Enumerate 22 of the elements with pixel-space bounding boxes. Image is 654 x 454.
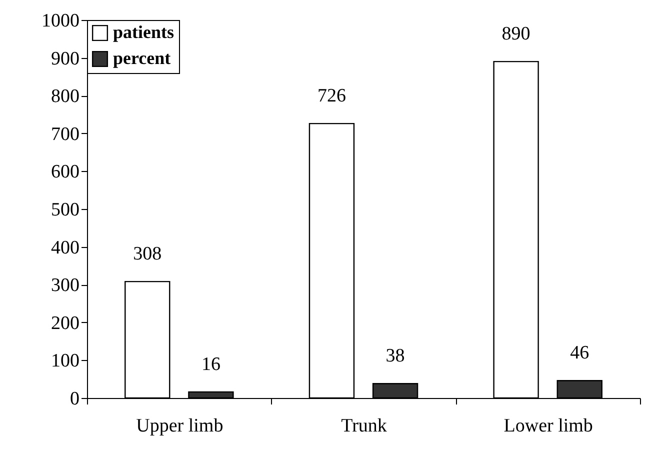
data-label: 726 (317, 86, 346, 107)
data-label: 890 (502, 24, 530, 45)
y-tick-label: 200 (51, 312, 80, 334)
data-label: 46 (570, 342, 590, 364)
data-label: 16 (201, 354, 220, 375)
y-tick-label: 800 (51, 86, 80, 108)
data-label: 308 (133, 244, 162, 265)
y-tick-label: 0 (70, 388, 80, 410)
y-tick-label: 100 (51, 350, 80, 372)
y-tick-label: 400 (51, 237, 80, 258)
x-tick-label: Lower limb (504, 416, 593, 436)
y-tick-label: 1000 (42, 10, 80, 32)
y-tick-label: 300 (51, 275, 80, 296)
data-label: 38 (386, 346, 405, 367)
y-tick-label: 700 (51, 124, 80, 145)
legend-label: percent (113, 48, 171, 68)
y-tick-label: 500 (51, 200, 80, 220)
x-tick-label: Trunk (341, 416, 388, 436)
y-tick-label: 600 (51, 162, 80, 183)
x-tick-label: Upper limb (136, 416, 224, 436)
legend-label: patients (113, 22, 174, 42)
y-tick-label: 900 (51, 48, 80, 70)
